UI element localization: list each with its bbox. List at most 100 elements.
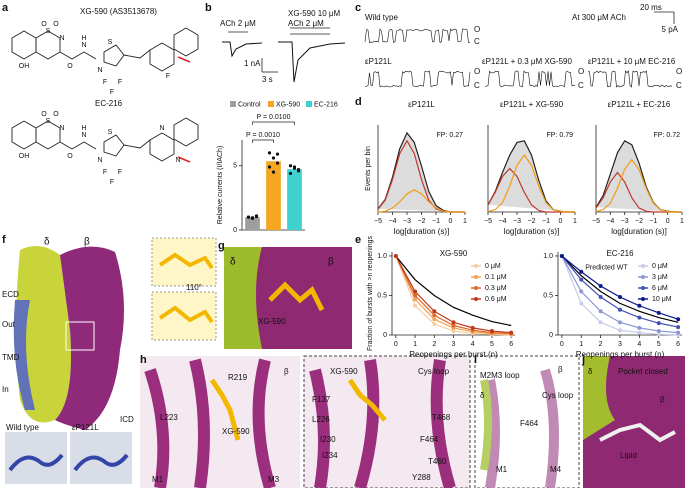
y-axis-label: Fraction of bursts with >n reopenings [367, 236, 374, 351]
x-tick-label: −2 [528, 218, 536, 225]
arrow [177, 56, 191, 63]
label: XG-590 [222, 427, 250, 436]
data-point [598, 309, 603, 314]
atom-label: O [67, 153, 73, 160]
legend-swatch [306, 101, 312, 107]
label: β [660, 395, 665, 404]
atom-label: N [97, 157, 102, 164]
data-point [393, 253, 398, 258]
label: εP121L + 10 μM EC-216 [588, 57, 676, 66]
label: T468 [432, 413, 451, 422]
arrow [177, 156, 191, 163]
label: In [2, 385, 9, 394]
label: 5 pA [662, 25, 679, 34]
data-point [470, 325, 475, 330]
label: δ [230, 257, 236, 268]
label: Cys loop [542, 391, 574, 400]
p-value: P = 0.0100 [257, 114, 291, 121]
label: R219 [228, 373, 248, 382]
data-point [292, 165, 297, 169]
legend-label: 0.3 μM [485, 285, 507, 292]
surface-delta [583, 356, 615, 440]
label: εP121L [72, 423, 99, 432]
atom-label: F [103, 79, 107, 86]
annotation: FP: 0.79 [547, 132, 574, 139]
panel-letter: a [2, 2, 9, 14]
structure-other [13, 300, 35, 410]
series-line [377, 131, 465, 213]
x-tick-label: 0 [449, 218, 453, 225]
data-point [598, 295, 603, 300]
data-point [598, 320, 603, 325]
atom-label: F [103, 169, 107, 176]
data-point [451, 323, 456, 328]
label: δ [44, 237, 50, 248]
data-point [618, 320, 622, 325]
y-axis-label: Events per bin [365, 146, 372, 191]
x-tick-label: 5 [490, 341, 494, 348]
label: β [84, 237, 90, 248]
atom-label: F [166, 73, 170, 80]
x-tick-label: −5 [592, 218, 600, 225]
y-tick-label: 0 [383, 332, 387, 339]
data-point [246, 215, 251, 219]
x-tick-label: 1 [573, 218, 577, 225]
legend-label: 0.1 μM [485, 274, 507, 281]
data-point [267, 165, 272, 169]
data-point [579, 277, 584, 282]
legend-swatch [230, 101, 236, 107]
atom-label: N [81, 42, 86, 49]
data-point [656, 329, 661, 334]
atom-label: S [108, 129, 113, 136]
y-tick-label: 0 [549, 332, 553, 339]
data-point [267, 151, 272, 155]
label: O [676, 67, 682, 76]
legend-marker [641, 286, 645, 290]
label: ECD [2, 290, 19, 299]
x-tick-label: 6 [676, 341, 680, 348]
y-tick-label: 1.0 [543, 253, 553, 260]
atom-label: F [110, 179, 114, 186]
legend-marker [641, 275, 645, 279]
current-trace [278, 41, 346, 83]
y-tick-label: 1.0 [377, 253, 387, 260]
data-point [676, 317, 681, 322]
x-tick-label: 1 [413, 341, 417, 348]
legend-label: 6 μM [652, 285, 668, 292]
panel-letter: c [355, 2, 361, 14]
label: 20 ms [640, 3, 662, 12]
label: XG-590 10 μM [288, 9, 341, 18]
legend-label: 0 μM [485, 263, 501, 270]
panel-letter: j [581, 354, 585, 366]
data-point [579, 301, 584, 306]
legend-label: Control [238, 101, 261, 108]
data-point [579, 269, 584, 274]
atom-label: S [108, 39, 113, 46]
label: Y288 [412, 473, 431, 482]
ligand [158, 305, 214, 324]
x-tick-label: −2 [418, 218, 426, 225]
bar [287, 169, 302, 230]
helix [144, 358, 276, 488]
panel-letter: d [355, 96, 362, 108]
bar [266, 161, 281, 230]
channel-trace [364, 28, 471, 44]
label: 3 s [262, 75, 273, 84]
x-axis-label: Reopenings per burst (n) [409, 350, 498, 359]
panel-letter: g [218, 240, 225, 252]
chart-title: εP121L + EC-216 [608, 100, 671, 109]
x-tick-label: −1 [649, 218, 657, 225]
atom-label: N [175, 157, 180, 164]
label: Wild type [365, 13, 398, 22]
data-point [432, 321, 437, 326]
helix [309, 359, 456, 488]
x-tick-label: 6 [509, 341, 513, 348]
atom-label: OH [19, 153, 30, 160]
label: δ [588, 367, 593, 376]
atom-label: O [41, 21, 47, 28]
x-tick-label: 0 [394, 341, 398, 348]
data-point [288, 171, 293, 176]
label: β [558, 365, 563, 374]
data-point [432, 317, 437, 322]
